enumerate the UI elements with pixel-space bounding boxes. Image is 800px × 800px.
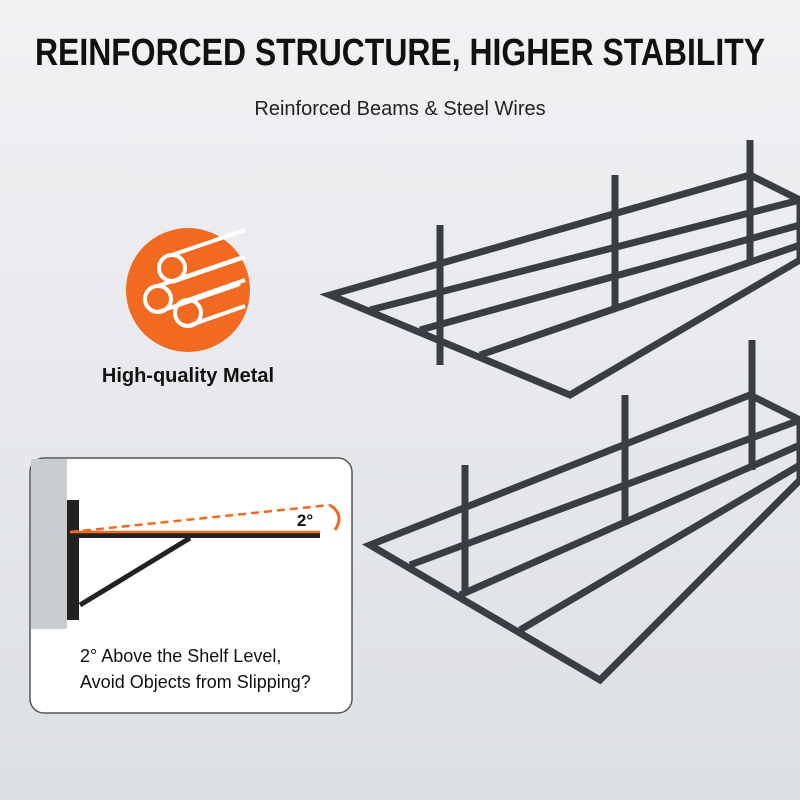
caption: 2° Above the Shelf Level, xyxy=(80,646,281,666)
subtitle: Reinforced Beams & Steel Wires xyxy=(254,98,545,120)
shelf-bottom xyxy=(362,340,800,685)
shelf-top xyxy=(319,140,800,399)
caption: Avoid Objects from Slipping? xyxy=(80,672,311,692)
feature-label: High-quality Metal xyxy=(102,365,274,387)
metal-icon xyxy=(126,228,250,352)
angle-label: 2° xyxy=(297,511,313,530)
inset-card: 2° 2° Above the Shelf Level, Avoid Objec… xyxy=(29,457,353,714)
title: REINFORCED STRUCTURE, HIGHER STABILITY xyxy=(35,32,765,74)
